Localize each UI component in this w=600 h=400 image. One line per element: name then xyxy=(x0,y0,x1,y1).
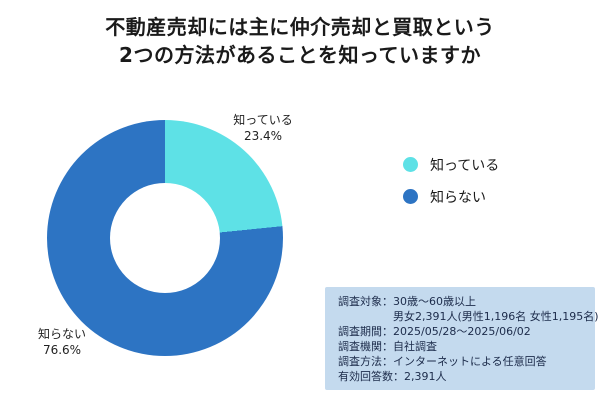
survey-info-box: 調査対象：30歳〜60歳以上男女2,391人(男性1,196名 女性1,195名… xyxy=(325,287,599,390)
legend-swatch-icon xyxy=(403,157,418,172)
info-line-0: 調査対象：30歳〜60歳以上 xyxy=(338,295,476,308)
slice-label-aware-text: 知っている xyxy=(233,113,293,127)
legend-item-1: 知らない xyxy=(403,189,499,206)
chart-legend: 知っている 知らない xyxy=(403,157,500,206)
slice-label-unaware: 知らない 76.6% xyxy=(7,326,117,358)
donut-chart xyxy=(47,120,283,356)
chart-title: 不動産売却には主に仲介売却と買取という 2つの方法があることを知っていますか xyxy=(0,13,600,69)
slice-label-aware-percent: 23.4% xyxy=(243,129,283,143)
info-line-2: 調査期間：2025/05/28〜2025/06/02 xyxy=(338,325,531,338)
legend-label: 知らない xyxy=(430,189,486,206)
info-line-1: 男女2,391人(男性1,196名 女性1,195名) xyxy=(393,310,599,323)
slice-label-unaware-percent: 76.6% xyxy=(42,343,82,357)
legend-swatch-icon xyxy=(403,189,418,204)
slice-label-aware: 知っている 23.4% xyxy=(208,112,318,144)
chart-title-line1: 不動産売却には主に仲介売却と買取という xyxy=(105,15,495,39)
info-line-5: 有効回答数：2,391人 xyxy=(338,370,447,383)
legend-label: 知っている xyxy=(430,157,500,174)
slice-label-unaware-text: 知らない xyxy=(37,327,86,341)
info-line-4: 調査方法：インターネットによる任意回答 xyxy=(338,355,547,368)
chart-title-line2: 2つの方法があることを知っていますか xyxy=(119,43,481,67)
legend-item-0: 知っている xyxy=(403,157,500,174)
donut-hole xyxy=(110,183,220,293)
info-line-3: 調査機関：自社調査 xyxy=(338,340,437,353)
